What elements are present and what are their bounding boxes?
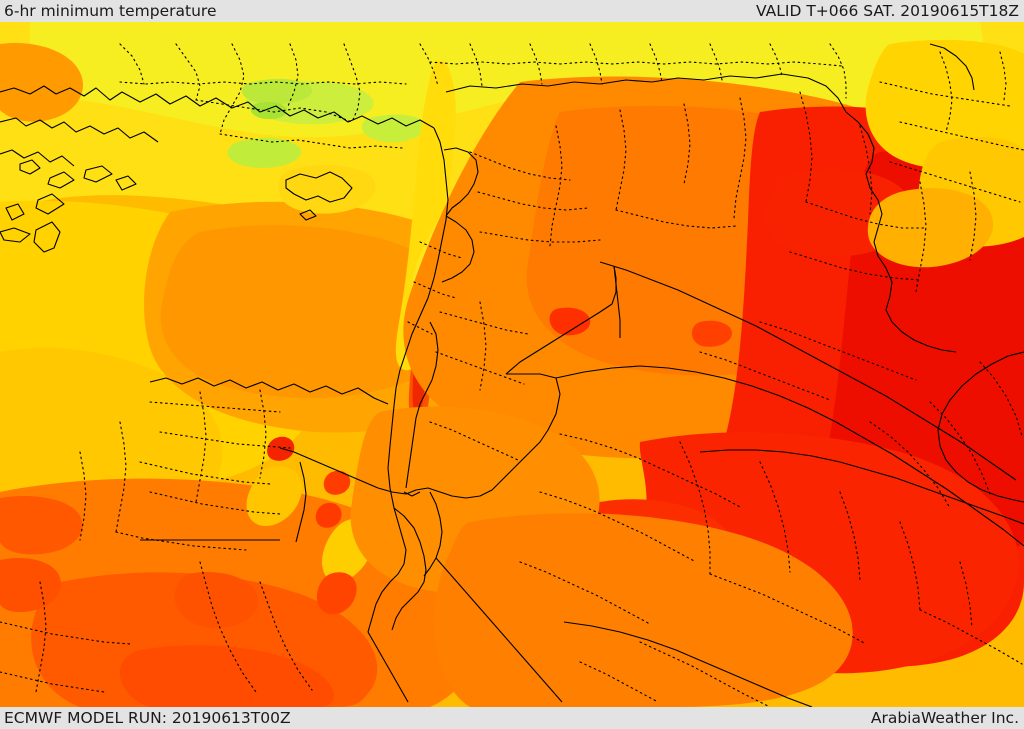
field-hotspot-suez [323, 470, 351, 495]
model-run-label: ECMWF MODEL RUN: 20190613T00Z [4, 709, 291, 727]
field-ne-yellow [865, 39, 1024, 170]
credit-label: ArabiaWeather Inc. [870, 709, 1019, 727]
bottom-info-bar: ECMWF MODEL RUN: 20190613T00Z ArabiaWeat… [0, 707, 1024, 729]
field-med-orange-core [160, 225, 470, 399]
field-egypt-patch-a [0, 496, 83, 555]
field-red-small-a [549, 307, 591, 336]
field-arabia-orange [434, 513, 853, 707]
country-border-layer [140, 73, 1024, 707]
field-ne-amber [867, 188, 994, 268]
top-info-bar: 6-hr minimum temperature VALID T+066 SAT… [0, 0, 1024, 22]
field-nw-orange [0, 42, 83, 122]
field-egypt-patch-c [174, 572, 259, 629]
field-green-patch-e [250, 101, 287, 120]
field-yellow-green-patch-c [227, 137, 302, 168]
field-yellow-green-patch-b [362, 114, 426, 143]
field-egypt-patch-b [0, 558, 62, 612]
field-red-small-b [691, 320, 732, 347]
field-sudan-deep [119, 645, 334, 707]
field-yellow-green-patch-d [241, 78, 313, 105]
page-title: 6-hr minimum temperature [4, 2, 217, 20]
temperature-map-canvas [0, 22, 1024, 707]
coastline-layer [0, 43, 1024, 703]
admin-border-layer [0, 43, 1024, 707]
field-hotspot-aqaba [315, 502, 342, 528]
temperature-contour-field [0, 22, 1024, 707]
valid-time-label: VALID T+066 SAT. 20190615T18Z [756, 2, 1019, 20]
field-cyprus-yellow [278, 165, 376, 214]
field-hotspot-sinai [267, 436, 295, 461]
field-hotspot-redsea [316, 572, 357, 615]
field-nile-yellow [246, 466, 303, 526]
